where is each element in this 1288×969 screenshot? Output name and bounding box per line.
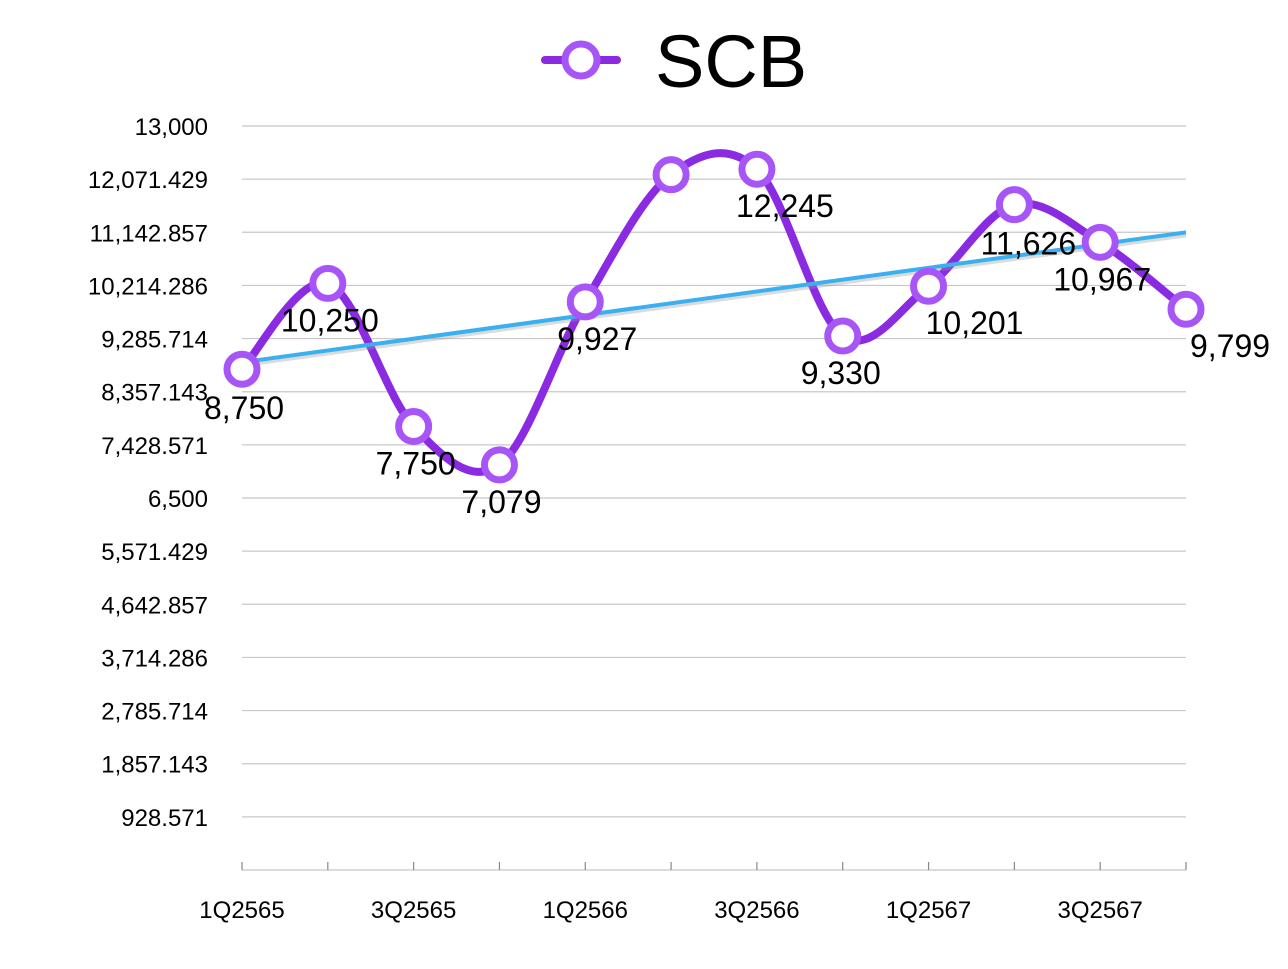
data-point-marker (824, 317, 862, 355)
y-tick-label: 11,142.857 (90, 220, 208, 247)
data-point-marker (309, 264, 347, 302)
legend: SCB (541, 20, 807, 103)
series-line-scb (238, 149, 1190, 476)
data-label: 10,967 (1053, 261, 1151, 297)
y-tick-label: 2,785.714 (101, 699, 208, 726)
x-tick-label: 3Q2567 (1057, 897, 1142, 924)
series-markers (223, 150, 1205, 484)
data-point-marker (566, 283, 604, 321)
y-tick-label: 5,571.429 (101, 539, 208, 566)
data-point-marker (395, 407, 433, 445)
trendline-line (241, 230, 1187, 365)
y-tick-label: 12,071.429 (88, 167, 208, 194)
data-label: 9,330 (801, 355, 881, 391)
data-label: 10,201 (926, 305, 1024, 341)
data-label: 9,799 (1190, 328, 1270, 364)
data-point-marker (738, 150, 776, 188)
gridlines (242, 125, 1186, 818)
legend-marker (561, 40, 601, 80)
data-point-marker (480, 446, 518, 484)
data-point-marker (995, 186, 1033, 224)
y-tick-label: 8,357.143 (101, 380, 208, 407)
y-tick-label: 7,428.571 (101, 433, 208, 460)
x-tick-label: 1Q2567 (886, 897, 971, 924)
x-tick-label: 1Q2566 (543, 897, 628, 924)
x-tick-label: 1Q2565 (199, 897, 284, 924)
data-label: 11,626 (981, 226, 1077, 262)
data-label: 9,927 (557, 321, 637, 357)
y-tick-label: 13,000 (135, 114, 208, 141)
data-label: 7,750 (376, 445, 456, 481)
data-label: 10,250 (281, 302, 379, 338)
data-point-marker (223, 350, 261, 388)
data-point-marker (910, 267, 948, 305)
data-point-marker (1167, 290, 1205, 328)
trendline-shadow (241, 233, 1187, 368)
series-scb (238, 149, 1190, 476)
data-point-marker (1081, 223, 1119, 261)
y-tick-label: 6,500 (148, 486, 208, 513)
data-label: 12,245 (736, 188, 834, 224)
x-tick-label: 3Q2566 (714, 897, 799, 924)
y-tick-label: 4,642.857 (101, 592, 208, 619)
x-axis: 1Q2565 3Q2565 1Q2566 3Q2566 1Q2567 3Q2567 (199, 862, 1187, 924)
y-tick-label: 3,714.286 (101, 645, 208, 672)
data-label: 7,079 (461, 484, 541, 520)
data-label: 8,750 (204, 390, 284, 426)
trendline (241, 230, 1187, 368)
legend-label-scb: SCB (655, 20, 807, 103)
x-tick-label: 3Q2565 (371, 897, 456, 924)
y-tick-label: 9,285.714 (101, 327, 208, 354)
data-point-marker (652, 156, 690, 194)
y-tick-label: 928.571 (121, 805, 208, 832)
y-tick-label: 1,857.143 (101, 752, 208, 779)
y-tick-label: 10,214.286 (88, 273, 208, 300)
y-axis-tick-labels: 928.571 1,857.143 2,785.714 3,714.286 4,642.… (88, 114, 208, 832)
